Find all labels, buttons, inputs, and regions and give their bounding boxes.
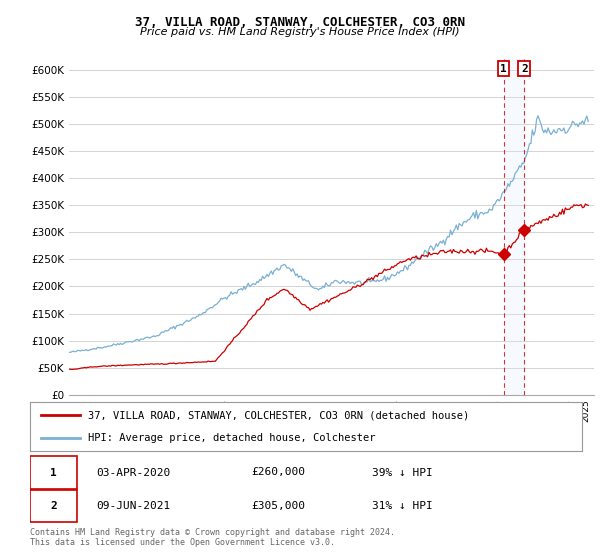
- FancyBboxPatch shape: [30, 456, 77, 488]
- FancyBboxPatch shape: [30, 490, 77, 522]
- Text: 31% ↓ HPI: 31% ↓ HPI: [372, 501, 433, 511]
- Text: 1: 1: [500, 64, 507, 74]
- Text: 37, VILLA ROAD, STANWAY, COLCHESTER, CO3 0RN (detached house): 37, VILLA ROAD, STANWAY, COLCHESTER, CO3…: [88, 410, 469, 421]
- Text: 37, VILLA ROAD, STANWAY, COLCHESTER, CO3 0RN: 37, VILLA ROAD, STANWAY, COLCHESTER, CO3…: [135, 16, 465, 29]
- Text: Price paid vs. HM Land Registry's House Price Index (HPI): Price paid vs. HM Land Registry's House …: [140, 27, 460, 37]
- Text: Contains HM Land Registry data © Crown copyright and database right 2024.
This d: Contains HM Land Registry data © Crown c…: [30, 528, 395, 547]
- Text: 39% ↓ HPI: 39% ↓ HPI: [372, 468, 433, 478]
- Text: 1: 1: [50, 468, 57, 478]
- Text: HPI: Average price, detached house, Colchester: HPI: Average price, detached house, Colc…: [88, 433, 376, 444]
- Bar: [503, 59, 524, 395]
- Text: 2: 2: [50, 501, 57, 511]
- Text: 09-JUN-2021: 09-JUN-2021: [96, 501, 170, 511]
- Text: £305,000: £305,000: [251, 501, 305, 511]
- Text: £260,000: £260,000: [251, 468, 305, 478]
- Text: 03-APR-2020: 03-APR-2020: [96, 468, 170, 478]
- Text: 2: 2: [521, 64, 527, 74]
